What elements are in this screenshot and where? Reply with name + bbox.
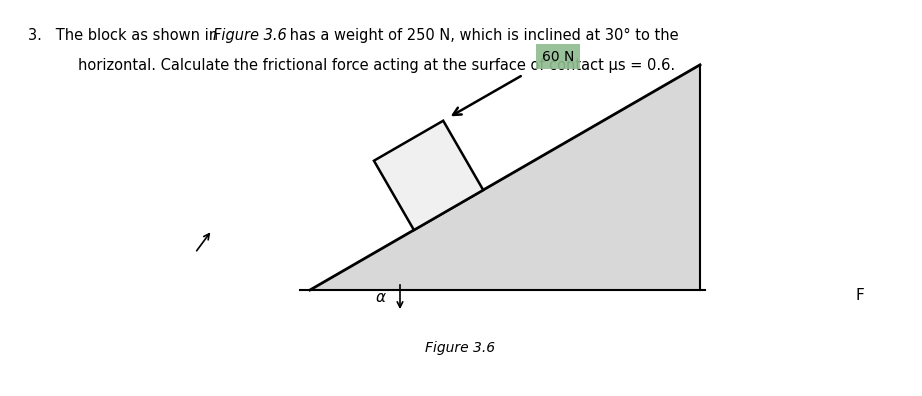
Text: has a weight of 250 N, which is inclined at 30° to the: has a weight of 250 N, which is inclined… bbox=[285, 28, 679, 43]
Text: F: F bbox=[856, 287, 865, 303]
Polygon shape bbox=[310, 65, 700, 290]
Text: horizontal. Calculate the frictional force acting at the surface of contact μs =: horizontal. Calculate the frictional for… bbox=[78, 58, 675, 73]
Polygon shape bbox=[374, 121, 483, 230]
Text: Figure 3.6: Figure 3.6 bbox=[213, 28, 287, 43]
Text: 3.   The block as shown in: 3. The block as shown in bbox=[28, 28, 223, 43]
Text: 60 N: 60 N bbox=[542, 50, 574, 64]
Text: α: α bbox=[376, 291, 386, 305]
Text: Figure 3.6: Figure 3.6 bbox=[425, 341, 495, 355]
